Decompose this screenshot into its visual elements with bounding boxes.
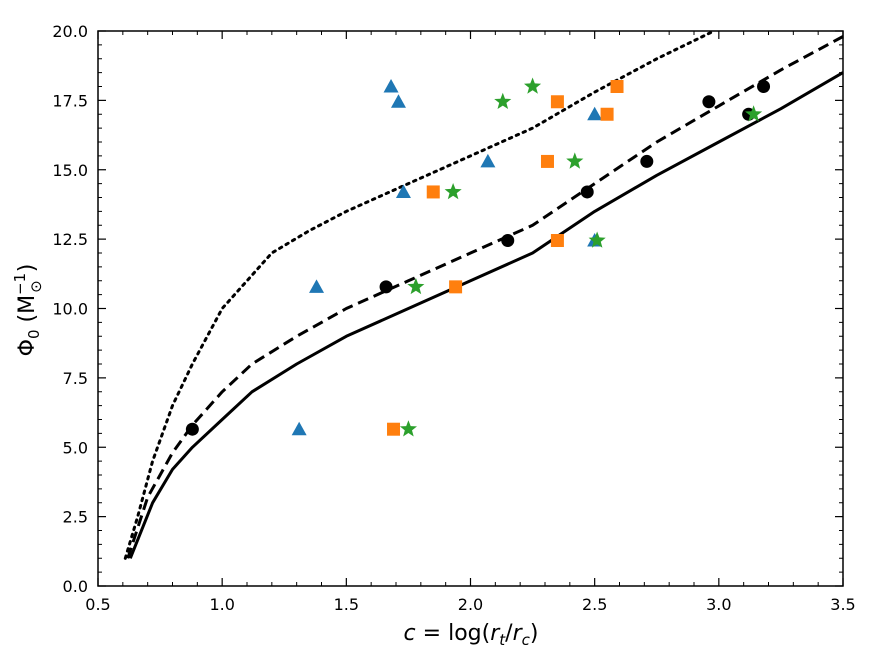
- circle-marker: [501, 234, 515, 248]
- circle-marker: [185, 422, 199, 436]
- y-tick-label: 0.0: [63, 577, 88, 596]
- square-marker: [540, 154, 554, 168]
- plot-frame: [97, 30, 844, 587]
- curve-dashed: [126, 35, 844, 559]
- axis-ticks: [97, 30, 844, 587]
- x-tick-label: 0.5: [85, 595, 110, 614]
- x-tick-label: 2.0: [458, 595, 483, 614]
- y-tick-label: 17.5: [52, 91, 88, 110]
- triangle-marker: [291, 421, 307, 436]
- triangle-marker: [395, 184, 411, 198]
- triangle-marker: [383, 79, 399, 93]
- data-markers: [185, 77, 771, 437]
- triangle-marker: [309, 279, 325, 293]
- x-tick-labels: 0.5 1.0 1.5 2.0 2.5 3.0 3.5: [85, 595, 855, 614]
- triangle-marker: [390, 94, 406, 108]
- square-marker: [600, 107, 614, 121]
- y-tick-label: 15.0: [52, 161, 88, 180]
- x-tick-label: 2.5: [582, 595, 607, 614]
- square-marker: [610, 80, 624, 93]
- curve-dotted: [123, 29, 716, 560]
- star-marker: [494, 92, 512, 109]
- triangle-marker: [480, 153, 496, 168]
- square-marker: [387, 422, 401, 436]
- star-marker: [407, 277, 425, 295]
- model-curves: [123, 29, 844, 560]
- y-tick-label: 10.0: [52, 300, 88, 319]
- x-tick-label: 3.0: [706, 595, 731, 614]
- star-marker: [444, 183, 462, 200]
- y-tick-label: 5.0: [63, 438, 88, 457]
- y-tick-label: 20.0: [52, 22, 88, 41]
- y-tick-labels: 0.0 2.5 5.0 7.5 10.0 12.5 15.0 17.5 20.0: [52, 22, 88, 596]
- star-marker: [566, 152, 584, 169]
- y-tick-label: 7.5: [63, 369, 88, 388]
- x-tick-label: 1.0: [209, 595, 234, 614]
- y-tick-label: 12.5: [52, 230, 88, 249]
- triangle-marker: [587, 106, 603, 121]
- x-tick-label: 3.5: [830, 595, 855, 614]
- square-marker: [426, 185, 440, 199]
- star-marker: [524, 77, 542, 94]
- x-tick-label: 1.5: [334, 595, 359, 614]
- star-marker: [399, 420, 417, 437]
- circle-marker: [757, 80, 771, 93]
- star-marker: [745, 105, 763, 122]
- circle-marker: [580, 185, 594, 199]
- circle-marker: [379, 280, 393, 294]
- circle-marker: [702, 95, 716, 109]
- curve-solid: [128, 71, 844, 559]
- circle-marker: [640, 154, 654, 168]
- star-marker: [588, 231, 606, 248]
- y-axis-label: Φ0 (M−1⊙): [11, 264, 45, 357]
- y-tick-label: 2.5: [63, 508, 88, 527]
- square-marker: [550, 234, 564, 248]
- square-marker: [449, 280, 463, 294]
- square-marker: [550, 95, 564, 109]
- x-axis-label: c = log(rt/rc): [404, 621, 539, 649]
